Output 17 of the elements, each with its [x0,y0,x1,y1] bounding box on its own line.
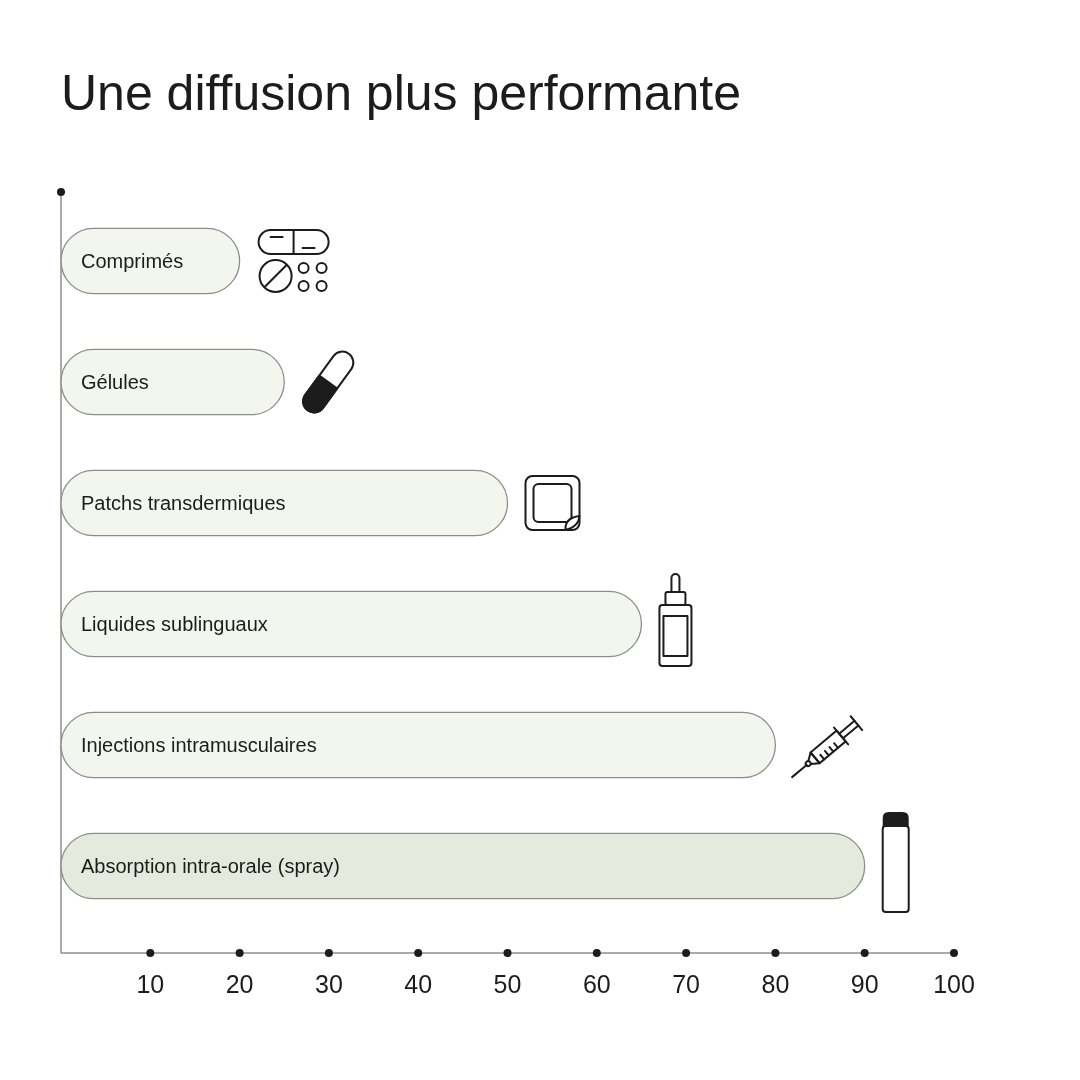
chart-title: Une diffusion plus performante [61,65,742,121]
y-tick-label: Patchs transdermiques [81,492,286,514]
x-tick-label: 60 [582,970,611,998]
y-tick-label: Liquides sublinguaux [81,613,268,635]
x-tick-label: 20 [225,970,254,998]
x-tick-label: 30 [314,970,343,998]
x-tick-label: 80 [761,970,790,998]
x-tick-label: 90 [850,970,879,998]
y-tick-label: Absorption intra-orale (spray) [81,855,340,877]
x-tick-label: 10 [136,970,165,998]
x-tick-label: 40 [404,970,433,998]
x-tick-label: 70 [672,970,701,998]
x-tick-label: 100 [933,970,975,998]
y-tick-label: Injections intramusculaires [81,734,317,756]
y-tick-label: Comprimés [81,250,184,272]
x-tick-label: 50 [493,970,522,998]
y-tick-label: Gélules [81,371,149,393]
